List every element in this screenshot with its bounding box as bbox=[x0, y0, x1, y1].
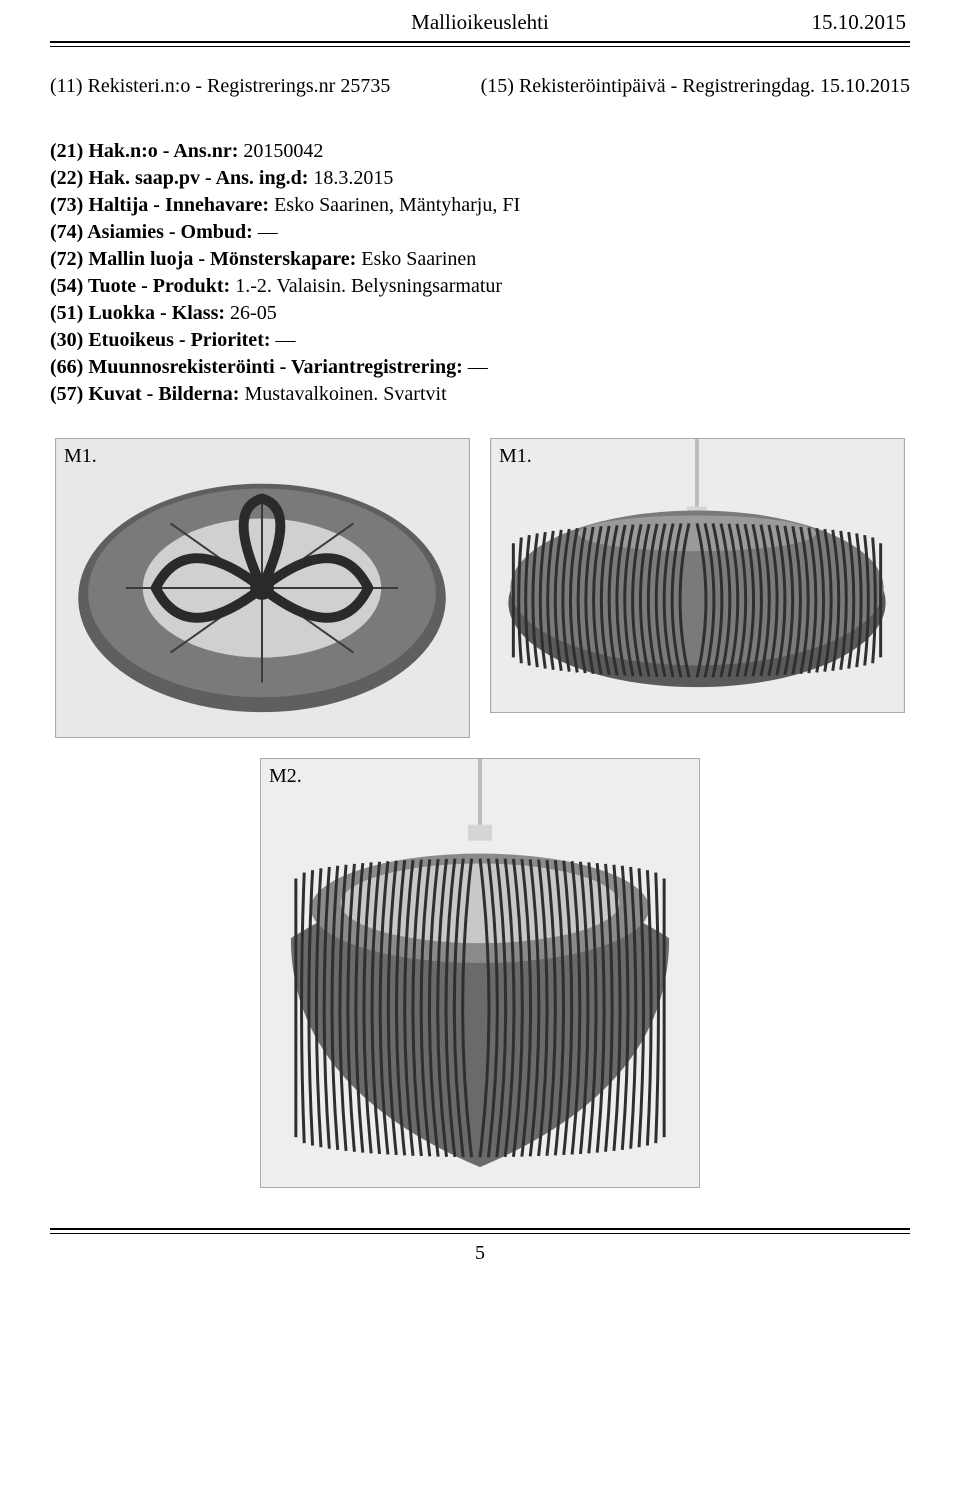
field-30: (30) Etuoikeus - Prioritet: — bbox=[50, 327, 910, 354]
field-66-label: (66) Muunnosrekisteröinti - Variantregis… bbox=[50, 356, 463, 378]
image-m2: M2. bbox=[260, 758, 700, 1188]
field-74-label: (74) Asiamies - Ombud: bbox=[50, 221, 258, 243]
image-m2-label: M2. bbox=[269, 765, 302, 788]
footer-rule bbox=[50, 1228, 910, 1234]
lamp-side-view-icon bbox=[491, 439, 904, 712]
field-74: (74) Asiamies - Ombud: — bbox=[50, 219, 910, 246]
lamp-top-view-icon bbox=[56, 439, 469, 737]
image-m1-top: M1. bbox=[55, 438, 470, 738]
field-22-value: 18.3.2015 bbox=[308, 167, 393, 189]
field-72: (72) Mallin luoja - Mönsterskapare: Esko… bbox=[50, 246, 910, 273]
field-51-label: (51) Luokka - Klass: bbox=[50, 302, 225, 324]
field-54-label: (54) Tuote - Produkt: bbox=[50, 275, 230, 297]
journal-title: Mallioikeuslehti bbox=[254, 10, 706, 35]
field-21-value: 20150042 bbox=[238, 140, 323, 162]
image-m1-top-label: M1. bbox=[64, 445, 97, 468]
field-72-label: (72) Mallin luoja - Mönsterskapare: bbox=[50, 248, 356, 270]
journal-date: 15.10.2015 bbox=[706, 10, 906, 35]
field-73: (73) Haltija - Innehavare: Esko Saarinen… bbox=[50, 192, 910, 219]
field-74-value: — bbox=[258, 221, 278, 243]
image-m1-side-label: M1. bbox=[499, 445, 532, 468]
field-21-label: (21) Hak.n:o - Ans.nr: bbox=[50, 140, 238, 162]
field-30-value: — bbox=[271, 329, 296, 351]
field-72-value: Esko Saarinen bbox=[356, 248, 476, 270]
field-57: (57) Kuvat - Bilderna: Mustavalkoinen. S… bbox=[50, 381, 910, 408]
images-row-1: M1. M1. bbox=[50, 438, 910, 738]
field-51: (51) Luokka - Klass: 26-05 bbox=[50, 300, 910, 327]
field-66-value: — bbox=[463, 356, 488, 378]
header-spacer bbox=[54, 10, 254, 35]
field-51-value: 26-05 bbox=[225, 302, 277, 324]
field-57-label: (57) Kuvat - Bilderna: bbox=[50, 383, 239, 405]
field-54-value: 1.-2. Valaisin. Belysningsarmatur bbox=[230, 275, 502, 297]
register-number: (11) Rekisteri.n:o - Registrerings.nr 25… bbox=[50, 75, 390, 98]
field-73-value: Esko Saarinen, Mäntyharju, FI bbox=[269, 194, 520, 216]
registration-date: (15) Rekisteröintipäivä - Registreringda… bbox=[481, 75, 910, 98]
field-66: (66) Muunnosrekisteröinti - Variantregis… bbox=[50, 354, 910, 381]
header-rule bbox=[50, 41, 910, 47]
lamp-m2-icon bbox=[261, 759, 699, 1187]
field-22-label: (22) Hak. saap.pv - Ans. ing.d: bbox=[50, 167, 308, 189]
field-54: (54) Tuote - Produkt: 1.-2. Valaisin. Be… bbox=[50, 273, 910, 300]
registration-line: (11) Rekisteri.n:o - Registrerings.nr 25… bbox=[50, 75, 910, 98]
field-21: (21) Hak.n:o - Ans.nr: 20150042 bbox=[50, 138, 910, 165]
field-73-label: (73) Haltija - Innehavare: bbox=[50, 194, 269, 216]
field-22: (22) Hak. saap.pv - Ans. ing.d: 18.3.201… bbox=[50, 165, 910, 192]
page-number: 5 bbox=[50, 1242, 910, 1265]
field-57-value: Mustavalkoinen. Svartvit bbox=[239, 383, 446, 405]
record-fields: (21) Hak.n:o - Ans.nr: 20150042 (22) Hak… bbox=[50, 138, 910, 408]
image-m1-side: M1. bbox=[490, 438, 905, 713]
field-30-label: (30) Etuoikeus - Prioritet: bbox=[50, 329, 271, 351]
page-header: Mallioikeuslehti 15.10.2015 bbox=[50, 10, 910, 41]
